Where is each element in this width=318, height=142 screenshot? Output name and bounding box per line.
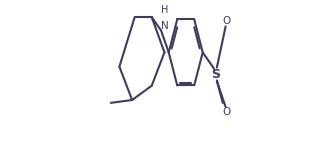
Text: N: N	[161, 21, 168, 31]
Text: S: S	[211, 68, 220, 81]
Text: H: H	[161, 5, 168, 15]
Text: O: O	[223, 16, 231, 26]
Text: O: O	[223, 107, 231, 117]
